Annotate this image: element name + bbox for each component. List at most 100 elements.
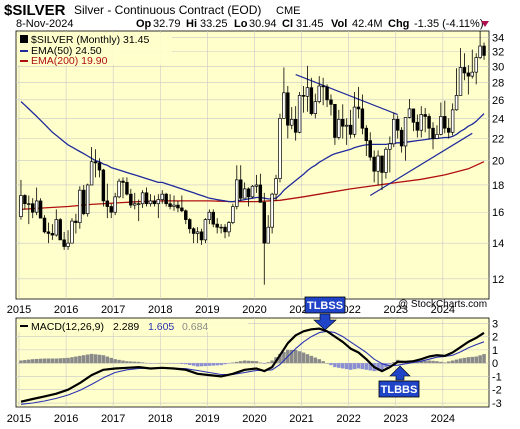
- macd-histogram-bar: [27, 359, 31, 364]
- tlbbs-callout: TLBBS: [378, 365, 420, 398]
- macd-x-tick-label: 2020: [242, 413, 266, 425]
- macd-histogram-bar: [282, 351, 286, 364]
- price-candle: [70, 218, 74, 244]
- price-candle: [62, 231, 66, 250]
- price-candle: [274, 174, 278, 201]
- macd-x-tick-label: 2022: [336, 413, 360, 425]
- quote-date: 8-Nov-2024: [16, 18, 73, 30]
- price-candle: [380, 155, 384, 191]
- macd-histogram-bar: [81, 355, 86, 364]
- macd-y-tick-label: -3: [492, 398, 502, 410]
- macd-histogram-bar: [156, 363, 161, 364]
- macd-histogram-bar: [187, 363, 192, 365]
- macd-histogram-bar: [231, 362, 235, 364]
- price-candle: [144, 187, 149, 207]
- macd-histogram-bar: [329, 363, 333, 366]
- price-candle: [89, 147, 94, 186]
- price-legend-swatch: [20, 35, 28, 43]
- macd-histogram-bar: [30, 359, 35, 364]
- macd-histogram-bar: [392, 362, 396, 364]
- price-candle: [152, 195, 157, 207]
- macd-histogram-bar: [340, 363, 345, 369]
- macd-histogram-bar: [478, 355, 482, 364]
- macd-histogram-bar: [85, 354, 90, 364]
- price-candle: [450, 103, 455, 136]
- macd-histogram-bar: [93, 354, 98, 364]
- price-candle: [215, 218, 219, 234]
- macd-x-axis: 2015 2016 2017 2018 2019 2020 2021 2022 2023 2024: [7, 413, 455, 425]
- macd-histogram-bar: [309, 355, 314, 364]
- price-candle: [140, 190, 145, 208]
- macd-histogram-bar: [313, 357, 318, 364]
- price-y-tick-label: 24: [492, 113, 504, 125]
- price-x-tick-label: 2020: [242, 304, 266, 316]
- price-candle: [93, 149, 98, 178]
- price-y-tick-label: 12: [492, 274, 504, 286]
- macd-histogram-bar: [297, 351, 302, 364]
- macd-histogram-bar: [23, 360, 27, 364]
- macd-histogram-bar: [454, 359, 459, 364]
- macd-histogram-bar: [388, 363, 392, 365]
- volume-label: Vol: [331, 18, 347, 30]
- macd-y-tick-label: 1: [492, 345, 498, 357]
- down-arrow-icon: [313, 313, 337, 331]
- macd-x-tick-label: 2015: [7, 413, 31, 425]
- price-candle: [78, 186, 82, 229]
- price-candle: [313, 93, 318, 119]
- macd-histogram-bar: [242, 360, 247, 364]
- macd-x-tick-label: 2018: [148, 413, 172, 425]
- macd-histogram-bar: [70, 357, 74, 364]
- macd-histogram-bar: [227, 363, 231, 364]
- price-candle: [297, 91, 302, 134]
- price-y-tick-label: 30: [492, 62, 504, 74]
- macd-histogram-bar: [125, 361, 129, 364]
- macd-histogram-bar: [419, 361, 424, 364]
- price-candle: [187, 218, 192, 234]
- price-candle: [376, 150, 380, 185]
- macd-histogram-bar: [215, 363, 219, 366]
- price-candle: [160, 190, 164, 204]
- macd-histogram-bar: [97, 354, 102, 364]
- price-x-tick-label: 2024: [431, 304, 455, 316]
- price-candle: [399, 127, 404, 153]
- contract-name: Silver - Continuous Contract (EOD): [74, 3, 261, 17]
- macd-histogram-bar: [246, 360, 251, 364]
- price-y-tick-label: 20: [492, 156, 504, 168]
- price-candle: [34, 187, 39, 216]
- price-candle: [384, 147, 388, 179]
- price-candle: [254, 174, 259, 193]
- price-candle: [184, 209, 188, 225]
- price-candle: [360, 94, 365, 135]
- macd-histogram-bar: [305, 354, 310, 364]
- price-candle: [262, 192, 266, 285]
- macd-histogram-bar: [140, 362, 145, 364]
- price-y-tick-label: 26: [492, 95, 504, 107]
- tlbss-label: TLBSS: [307, 300, 343, 312]
- macd-x-tick-label: 2016: [54, 413, 78, 425]
- macd-histogram-bar: [113, 359, 117, 364]
- macd-histogram-bar: [356, 363, 361, 369]
- price-y-tick-label: 14: [492, 238, 504, 250]
- price-y-tick-label: 16: [492, 207, 504, 219]
- price-legend-label: $SILVER (Monthly) 31.45: [31, 34, 149, 46]
- change-label: Chg: [388, 18, 409, 30]
- price-candle: [97, 158, 102, 178]
- price-candle: [482, 42, 486, 60]
- price-candle: [270, 192, 274, 234]
- price-candle: [136, 199, 141, 222]
- low-value: 30.94: [249, 18, 277, 30]
- macd-x-tick-label: 2021: [289, 413, 313, 425]
- price-candle: [105, 183, 110, 219]
- price-candle: [246, 187, 251, 207]
- close-label: Cl: [282, 18, 293, 30]
- macd-histogram-bar: [427, 360, 431, 364]
- hist-legend-value: 0.684: [182, 321, 208, 333]
- macd-histogram-bar: [176, 363, 180, 364]
- price-candle: [478, 31, 482, 60]
- price-candle: [117, 178, 121, 199]
- price-candle: [317, 76, 321, 104]
- price-candle: [242, 182, 247, 199]
- macd-signal-line: [20, 330, 485, 405]
- ema200-legend-label: EMA(200) 19.90: [31, 55, 108, 67]
- macd-histogram-bar: [235, 361, 239, 364]
